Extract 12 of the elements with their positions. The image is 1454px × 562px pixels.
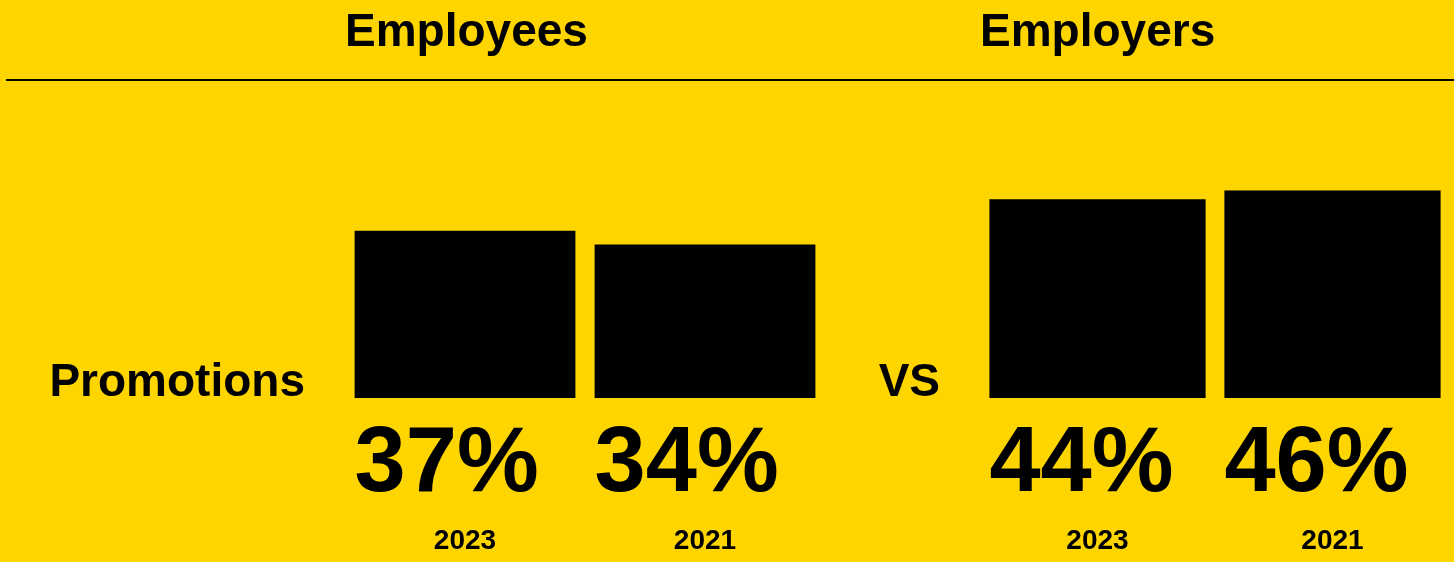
data-label: 37% (354, 408, 539, 511)
x-tick-label: 2021 (673, 523, 737, 555)
x-tick-label: 2021 (1301, 523, 1364, 555)
x-tick-label: 2023 (433, 523, 497, 555)
x-tick-label: 2023 (1066, 523, 1129, 555)
y-axis-title: Promotions (49, 354, 305, 406)
data-label: 46% (1224, 408, 1409, 511)
data-label: 34% (594, 408, 779, 511)
chart-title: Employers (980, 4, 1216, 57)
text: VS (878, 354, 940, 406)
data-label: 44% (989, 408, 1174, 511)
chart-title: Employees (345, 4, 588, 57)
